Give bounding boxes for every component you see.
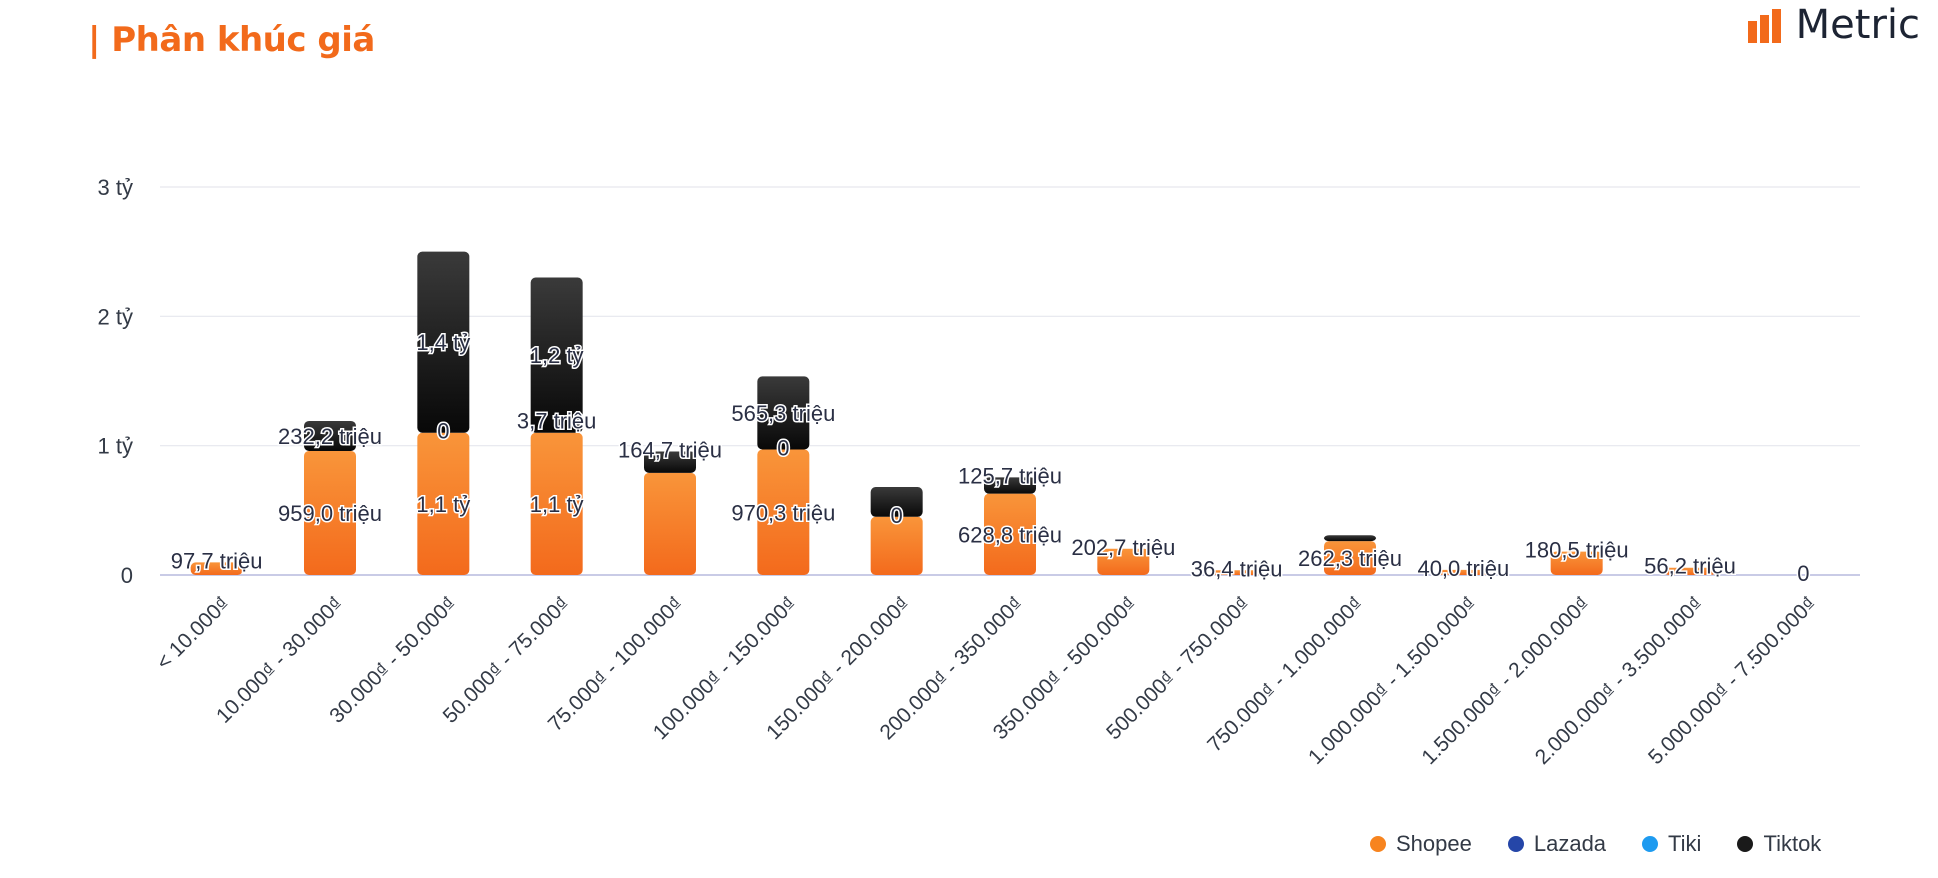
data-label: 0 (1797, 561, 1809, 586)
bar-shopee[interactable] (757, 449, 810, 575)
chart-legend: Shopee Lazada Tiki Tiktok (1370, 831, 1821, 857)
bar-shopee[interactable] (1437, 569, 1490, 575)
data-label: 97,7 triệu (171, 548, 263, 573)
legend-label: Tiki (1668, 831, 1702, 856)
legend-item-tiktok[interactable]: Tiktok (1737, 831, 1821, 857)
data-label: 56,2 triệu (1644, 554, 1736, 579)
bar-tiktok[interactable] (757, 376, 810, 450)
bar-tiktok[interactable] (417, 251, 470, 433)
x-tick-label: 10.000₫ - 30.000₫ (212, 592, 348, 728)
bar-shopee[interactable] (530, 432, 583, 575)
y-tick-label: 2 tỷ (98, 304, 133, 329)
data-label: 40,0 triệu (1417, 556, 1509, 581)
data-label: 3,7 triệu (517, 409, 597, 434)
data-label: 164,7 triệu (618, 438, 722, 463)
data-label: 1,1 tỷ (416, 492, 470, 517)
page-title: | Phân khúc giá (88, 20, 375, 60)
data-label: 125,7 triệu (958, 463, 1062, 488)
data-label: 970,3 triệu (731, 500, 835, 525)
data-label: 1,4 tỷ (416, 330, 470, 355)
bar-chart-logo-icon (1747, 9, 1781, 43)
data-label: 1,1 tỷ (530, 492, 584, 517)
logo-text: Metric (1795, 2, 1920, 48)
bar-shopee[interactable] (304, 450, 356, 575)
data-label: 565,3 triệu (731, 401, 835, 426)
y-tick-label: 1 tỷ (98, 434, 133, 459)
data-label: 959,0 triệu (278, 501, 382, 526)
legend-label: Tiktok (1763, 831, 1822, 856)
legend-dot (1642, 836, 1659, 852)
data-label: 232,2 triệu (278, 424, 382, 449)
data-label: 1,2 tỷ (530, 343, 584, 368)
x-tick-label: < 10.000₫ (152, 592, 234, 674)
bar-tiktok[interactable] (530, 277, 583, 433)
legend-item-tiki[interactable]: Tiki (1642, 831, 1701, 857)
bar-shopee[interactable] (984, 493, 1036, 575)
bar-shopee[interactable] (417, 432, 470, 575)
bar-tiktok[interactable] (644, 451, 696, 473)
bar-tiktok[interactable] (304, 420, 356, 451)
bar-shopee[interactable] (1097, 548, 1150, 575)
bar-shopee[interactable] (644, 472, 696, 575)
legend-label: Shopee (1396, 831, 1472, 856)
legend-dot (1507, 836, 1524, 852)
bar-tiktok[interactable] (870, 487, 923, 517)
bar-tiktok[interactable] (984, 477, 1036, 494)
data-label: 0 (777, 436, 789, 461)
data-label: 0 (891, 503, 903, 528)
data-label: 180,5 triệu (1525, 538, 1629, 563)
data-label: 36,4 triệu (1191, 556, 1283, 581)
y-tick-label: 0 (121, 563, 133, 588)
data-label: 0 (437, 419, 449, 444)
data-label: 262,3 triệu (1298, 546, 1402, 571)
data-label: 202,7 triệu (1071, 535, 1175, 560)
y-tick-label: 3 tỷ (98, 175, 133, 200)
data-label: 628,8 triệu (958, 522, 1062, 547)
bar-tiktok[interactable] (1324, 535, 1376, 542)
bar-shopee[interactable] (190, 562, 243, 575)
bar-shopee[interactable] (1664, 567, 1716, 575)
legend-label: Lazada (1533, 831, 1607, 856)
legend-item-lazada[interactable]: Lazada (1507, 831, 1607, 857)
legend-dot (1370, 836, 1386, 852)
bar-shopee[interactable] (1550, 551, 1603, 575)
bar-shopee[interactable] (1324, 541, 1376, 575)
brand-logo: Metric (1747, 2, 1920, 48)
legend-dot (1737, 836, 1754, 852)
legend-item-shopee[interactable]: Shopee (1370, 831, 1472, 857)
x-tick-label: 30.000₫ - 50.000₫ (325, 592, 461, 728)
bar-shopee[interactable] (1210, 570, 1263, 575)
x-tick-label: 50.000₫ - 75.000₫ (439, 592, 575, 728)
bar-shopee[interactable] (870, 516, 923, 575)
